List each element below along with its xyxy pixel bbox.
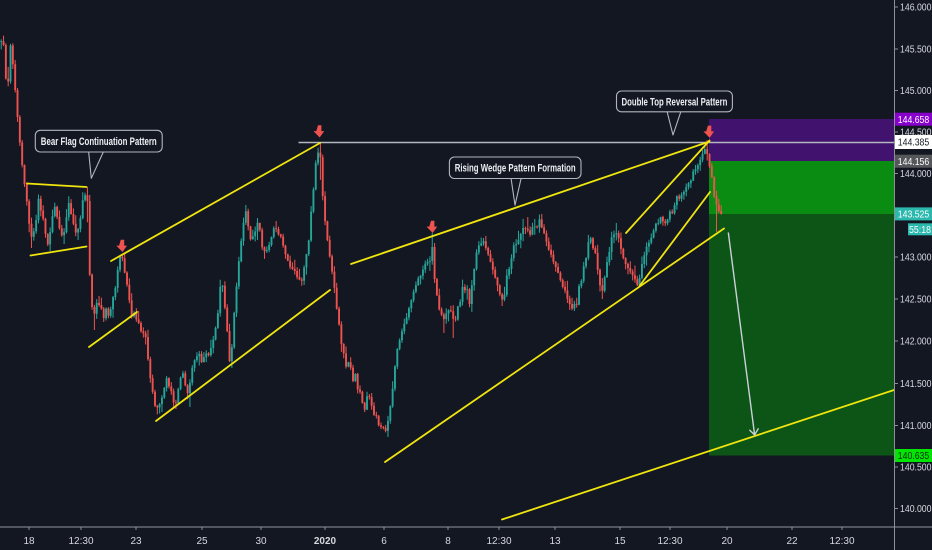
svg-text:15: 15 <box>614 536 626 547</box>
svg-text:25: 25 <box>196 536 208 547</box>
svg-text:22: 22 <box>786 536 798 547</box>
svg-text:141.500: 141.500 <box>900 379 932 390</box>
svg-text:140.635: 140.635 <box>898 450 930 462</box>
svg-text:2020: 2020 <box>314 536 337 547</box>
svg-text:55:18: 55:18 <box>909 224 931 236</box>
svg-text:8: 8 <box>445 536 451 547</box>
svg-text:140.000: 140.000 <box>900 504 932 515</box>
svg-text:145.000: 145.000 <box>900 86 932 97</box>
svg-text:23: 23 <box>130 536 142 547</box>
svg-text:6: 6 <box>381 536 387 547</box>
svg-text:18: 18 <box>23 536 35 547</box>
svg-text:141.000: 141.000 <box>900 421 932 432</box>
svg-text:12:30: 12:30 <box>829 536 854 547</box>
svg-text:146.000: 146.000 <box>900 3 932 14</box>
svg-text:142.500: 142.500 <box>900 295 932 306</box>
svg-text:144.500: 144.500 <box>900 128 932 139</box>
svg-text:144.000: 144.000 <box>900 169 932 180</box>
svg-text:30: 30 <box>255 536 267 547</box>
svg-text:12:30: 12:30 <box>657 536 682 547</box>
svg-text:143.525: 143.525 <box>898 209 930 221</box>
svg-text:12:30: 12:30 <box>68 536 93 547</box>
svg-text:140.500: 140.500 <box>900 463 932 474</box>
svg-text:144.385: 144.385 <box>898 137 930 149</box>
svg-text:144.156: 144.156 <box>898 156 930 168</box>
svg-text:Bear Flag Continuation Pattern: Bear Flag Continuation Pattern <box>41 136 157 148</box>
svg-text:Rising Wedge Pattern Formation: Rising Wedge Pattern Formation <box>455 163 576 175</box>
svg-text:145.500: 145.500 <box>900 45 932 56</box>
svg-text:20: 20 <box>721 536 733 547</box>
svg-text:Double Top Reversal Pattern: Double Top Reversal Pattern <box>621 96 727 108</box>
svg-text:12:30: 12:30 <box>486 536 511 547</box>
svg-text:143.000: 143.000 <box>900 253 932 264</box>
svg-text:142.000: 142.000 <box>900 337 932 348</box>
svg-text:144.658: 144.658 <box>898 114 930 126</box>
svg-text:13: 13 <box>549 536 561 547</box>
